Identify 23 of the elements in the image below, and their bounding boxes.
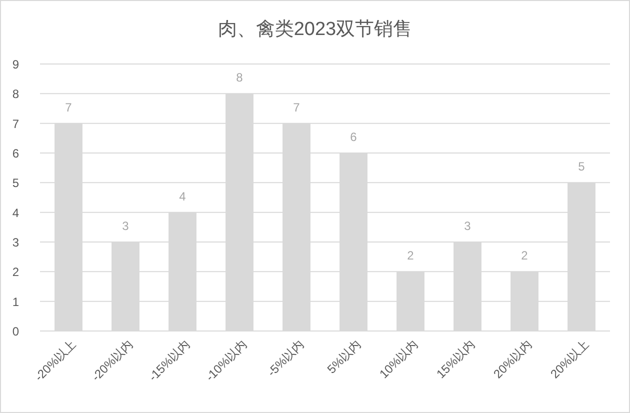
data-label: 7 [293, 100, 300, 114]
data-label: 6 [350, 130, 357, 144]
y-tick-label: 9 [12, 58, 19, 72]
y-tick-label: 2 [12, 265, 19, 280]
x-tick-label: 5%以内 [324, 337, 364, 376]
y-tick-label: 7 [12, 116, 19, 131]
y-tick-label: 8 [12, 87, 19, 102]
y-tick-label: 6 [12, 146, 19, 160]
x-tick-label: -5%以内 [264, 337, 307, 380]
title: 肉、禽类2023双节销售 [218, 19, 412, 40]
data-label: 8 [236, 70, 243, 85]
y-tick-label: 3 [12, 236, 19, 250]
data-label: 5 [578, 160, 585, 174]
data-label: 7 [65, 100, 72, 114]
y-tick-label: 1 [12, 294, 19, 309]
data-label: 2 [407, 248, 414, 263]
y-tick-label: 0 [12, 324, 19, 338]
data-label: 3 [122, 219, 129, 233]
y-tick-label: 4 [12, 206, 19, 220]
data-label: 2 [521, 248, 528, 263]
data-label: 4 [179, 189, 186, 204]
y-tick-label: 5 [12, 176, 19, 190]
data-label: 3 [464, 219, 471, 233]
